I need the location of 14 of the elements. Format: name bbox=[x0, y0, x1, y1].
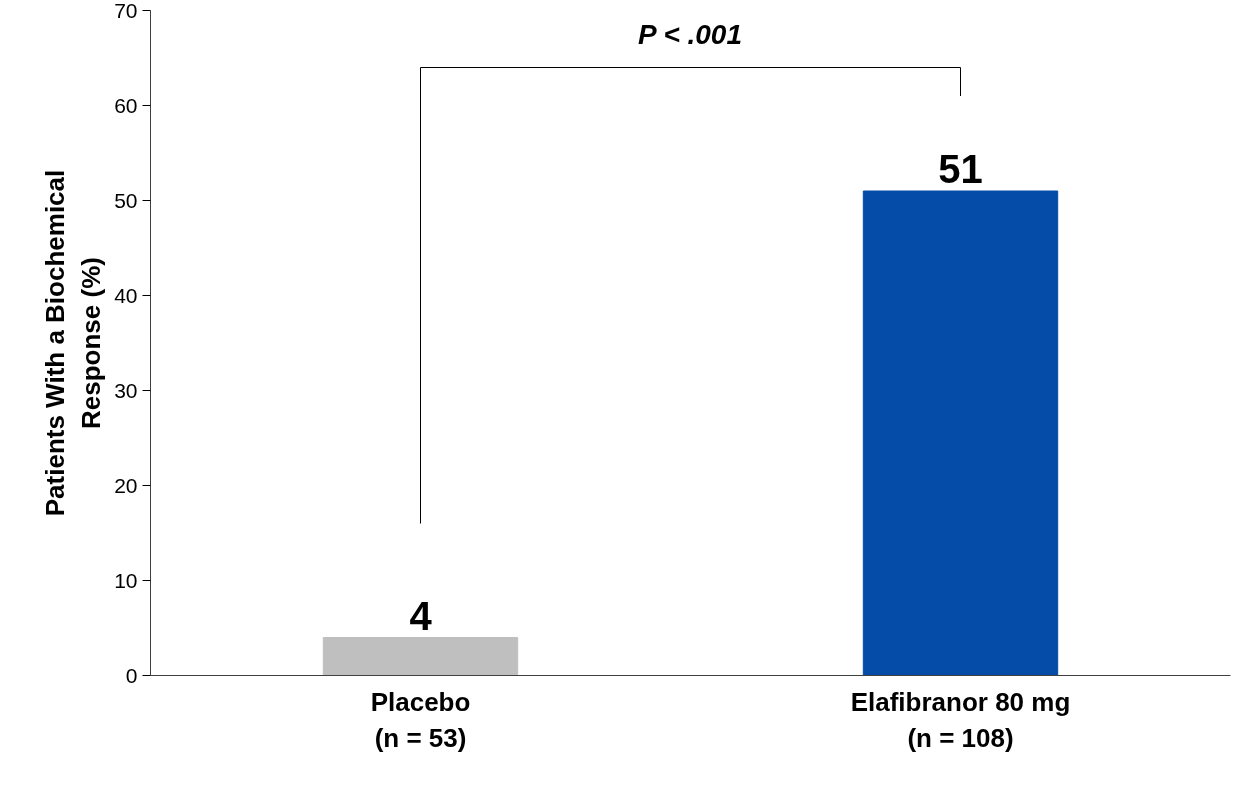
y-tick-label: 40 bbox=[114, 283, 138, 307]
y-tick-label: 30 bbox=[114, 378, 138, 402]
y-tick-label: 0 bbox=[125, 663, 138, 687]
y-tick-label: 50 bbox=[114, 188, 138, 212]
y-tick-label: 70 bbox=[114, 0, 138, 22]
data-label: 4 bbox=[409, 593, 433, 638]
y-tick-label: 10 bbox=[114, 568, 138, 592]
annotation: P < .001 bbox=[637, 18, 743, 50]
y-axis-title: Patients With a Biochemical Response (%) bbox=[40, 169, 107, 517]
x-tick-label: Elafibranor 80 mg (n = 108) bbox=[850, 686, 1071, 753]
y-tick-label: 20 bbox=[114, 473, 138, 497]
y-tick-label: 60 bbox=[114, 93, 138, 117]
x-tick-label: Placebo (n = 53) bbox=[370, 686, 471, 753]
data-label: 51 bbox=[938, 147, 983, 191]
